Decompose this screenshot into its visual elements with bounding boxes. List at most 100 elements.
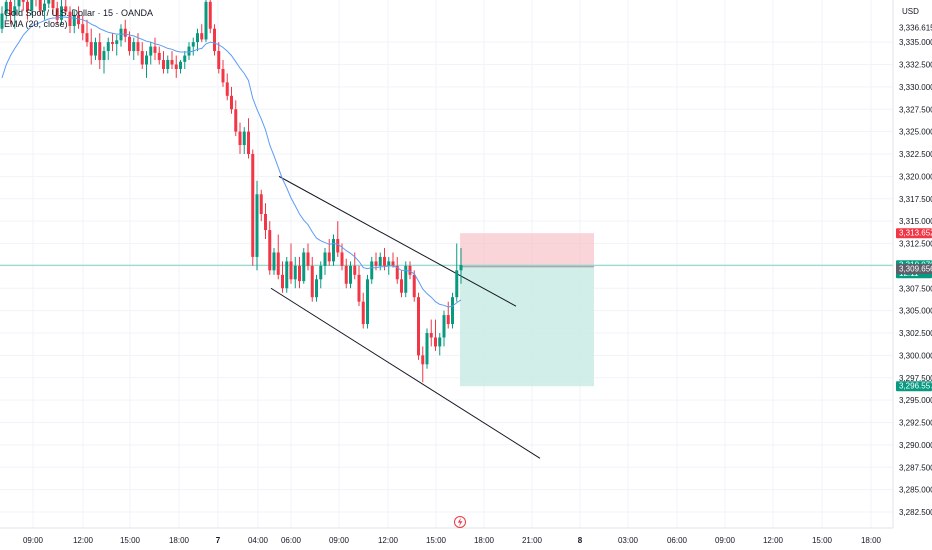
candle-body <box>30 0 34 11</box>
y-tick-label: 3,322.500 <box>899 150 932 159</box>
candle <box>438 333 442 356</box>
candle <box>344 258 348 289</box>
candle-body <box>349 265 352 284</box>
y-tick-label: 3,297.500 <box>899 374 932 383</box>
candle <box>451 292 454 329</box>
candle-body <box>451 297 454 325</box>
candle-body <box>400 279 403 293</box>
candle-body <box>149 46 153 56</box>
candle-body <box>387 261 391 266</box>
candle <box>361 292 365 329</box>
candle-body <box>272 252 276 271</box>
candle-body <box>170 60 174 65</box>
candle-body <box>132 42 136 52</box>
candle-body <box>276 252 280 275</box>
candle-body <box>166 60 170 69</box>
position-zones[interactable] <box>460 233 594 387</box>
candle-body <box>51 0 55 9</box>
candle-body <box>200 33 204 40</box>
symbol-title[interactable]: Gold Spot / U.S. Dollar · 15 · OANDA <box>4 8 154 18</box>
candle-body <box>204 1 208 40</box>
candle <box>425 328 429 369</box>
candle <box>378 252 382 271</box>
lightning-icon[interactable] <box>454 516 466 528</box>
candle-body <box>17 0 21 7</box>
candle-body <box>145 55 148 65</box>
candle <box>4 0 8 20</box>
candle-body <box>434 337 437 347</box>
x-tick-label: 21:00 <box>522 536 543 545</box>
candle <box>21 0 25 11</box>
candle-body <box>238 131 242 146</box>
y-tick-label: 3,336.615 <box>899 24 932 33</box>
candle <box>446 301 450 329</box>
candle-body <box>310 265 314 298</box>
candle <box>272 247 276 275</box>
x-tick-label: 15:00 <box>426 536 447 545</box>
candle <box>170 51 174 69</box>
candle-body <box>55 8 59 20</box>
candle <box>285 256 289 293</box>
candle-body <box>213 28 216 52</box>
candle-body <box>225 82 229 96</box>
candle <box>145 51 148 78</box>
y-tick-label: 3,317.500 <box>899 195 932 204</box>
candle <box>191 37 195 56</box>
x-tick-label: 8 <box>578 536 583 545</box>
y-tick-label: 3,290.000 <box>899 441 932 450</box>
y-tick-label: 3,300.000 <box>899 351 932 360</box>
candle-body <box>26 1 29 11</box>
candle <box>395 256 399 284</box>
candle-body <box>21 0 25 2</box>
candle-body <box>196 33 199 43</box>
candle-body <box>187 46 191 56</box>
candle <box>72 10 76 34</box>
candle-body <box>425 333 429 365</box>
candle <box>247 118 250 159</box>
candle <box>315 274 318 302</box>
candle-body <box>136 42 140 52</box>
channel-upper-line <box>278 175 517 307</box>
candle-body <box>94 42 97 56</box>
y-tick-label: 3,330.000 <box>899 83 932 92</box>
candle-body <box>102 51 106 61</box>
candle-body <box>442 315 446 338</box>
candle-body <box>421 355 425 365</box>
candle <box>336 221 340 257</box>
candle <box>136 33 140 56</box>
y-tick-label: 3,302.500 <box>899 329 932 338</box>
candle <box>225 73 229 101</box>
candle <box>174 55 178 78</box>
candle-body <box>123 28 127 37</box>
x-tick-label: 18:00 <box>474 536 495 545</box>
candle <box>98 33 102 69</box>
candle-body <box>391 261 395 266</box>
candle <box>238 122 242 154</box>
candle <box>179 60 182 74</box>
price-tag: 3,309.656 <box>896 263 932 274</box>
candle-body <box>395 265 399 280</box>
stop-loss-zone <box>460 233 594 267</box>
candle <box>149 42 153 65</box>
x-tick-label: 18:00 <box>861 536 882 545</box>
channel-lines[interactable] <box>270 175 541 459</box>
candle <box>64 0 68 16</box>
price-tag-label: 3,296.557 <box>899 382 932 391</box>
candle <box>442 310 446 347</box>
candle-body <box>459 264 463 271</box>
candle-body <box>85 33 89 43</box>
x-tick-label: 09:00 <box>23 536 44 545</box>
y-tick-label: 3,327.500 <box>899 105 932 114</box>
candle <box>102 46 106 74</box>
indicator-title[interactable]: EMA (20, close) <box>4 19 68 29</box>
candle-body <box>412 274 416 298</box>
candle <box>276 234 280 280</box>
candle-body <box>98 42 102 61</box>
chart-legend: Gold Spot / U.S. Dollar · 15 · OANDA EMA… <box>4 8 153 30</box>
candle-body <box>68 11 72 27</box>
candle <box>166 55 170 74</box>
candle-body <box>289 261 293 280</box>
y-tick-label: 3,325.000 <box>899 128 932 137</box>
candle <box>94 37 97 61</box>
